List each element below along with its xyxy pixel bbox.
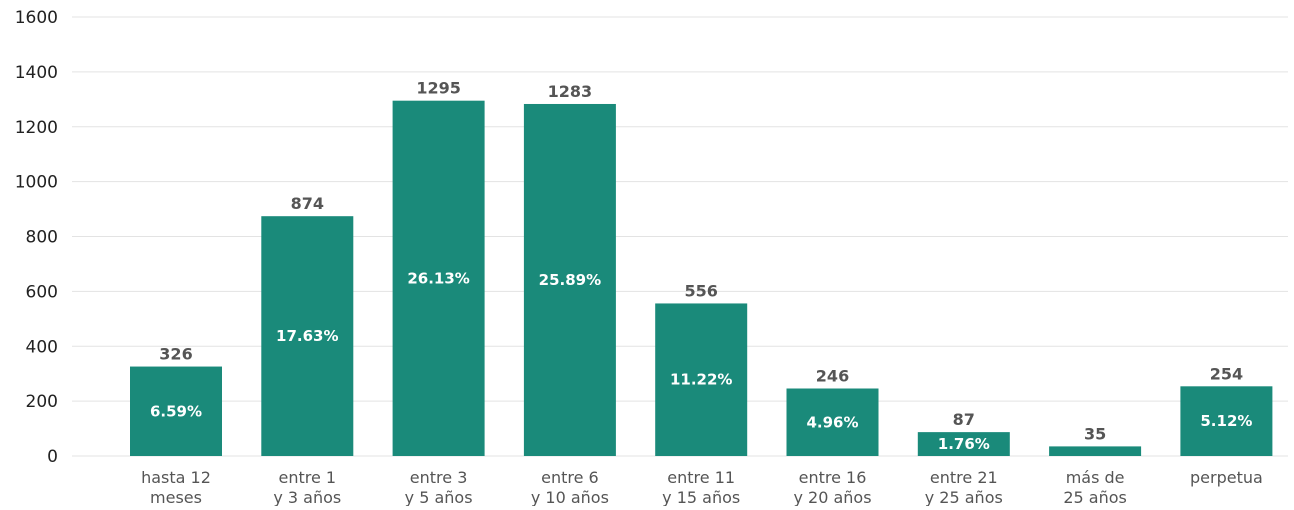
x-tick-label-line: perpetua	[1190, 468, 1263, 487]
bar-value-label: 35	[1084, 424, 1106, 443]
y-axis-ticks: 0 200 400 600 800 1000 1200 1400 1600	[15, 8, 58, 467]
bar-value-label: 87	[953, 410, 975, 429]
x-tick-label-line: entre 16	[799, 468, 867, 487]
x-tick-label-line: hasta 12	[141, 468, 211, 487]
bar-percent-label: 5.12%	[1200, 412, 1252, 430]
x-tick-label: entre 6y 10 años	[531, 468, 609, 507]
y-tick-label: 1200	[15, 118, 58, 138]
x-tick-label: entre 21y 25 años	[925, 468, 1003, 507]
bar-percent-label: 17.63%	[276, 327, 338, 345]
bar	[655, 303, 748, 456]
bar-percent-label: 25.89%	[539, 271, 601, 289]
y-tick-label: 0	[47, 447, 58, 467]
x-tick-label-line: y 20 años	[793, 488, 871, 506]
x-tick-label-line: y 10 años	[531, 488, 609, 506]
y-tick-label: 200	[26, 392, 58, 412]
bar-value-label: 246	[816, 367, 849, 386]
x-tick-label-line: y 15 años	[662, 488, 740, 506]
bar-value-label: 1295	[416, 79, 461, 98]
x-tick-label-line: y 5 años	[405, 488, 473, 506]
bar-percent-label: 26.13%	[407, 269, 469, 287]
x-tick-label: perpetua	[1190, 468, 1263, 487]
bar-value-label: 556	[684, 281, 717, 300]
bar-value-label: 326	[159, 345, 192, 364]
bar	[1180, 386, 1273, 456]
bar	[130, 366, 222, 456]
x-tick-label-line: entre 11	[667, 468, 735, 487]
bar-value-label: 874	[291, 194, 324, 213]
x-tick-label: entre 11y 15 años	[662, 468, 740, 507]
x-tick-label: entre 3y 5 años	[405, 468, 473, 507]
x-tick-label-line: entre 21	[930, 468, 998, 487]
bar-percent-label: 1.76%	[938, 435, 990, 453]
data-labels: 326 6.59% 874 17.63% 1295 26.13% 1283 25.89% 556…	[150, 79, 1252, 453]
x-tick-label-line: y 25 años	[925, 488, 1003, 506]
y-tick-label: 600	[26, 282, 58, 302]
x-tick-label: entre 1y 3 años	[273, 468, 341, 507]
x-tick-label-line: más de	[1066, 468, 1125, 487]
bar	[1049, 446, 1142, 456]
x-tick-label-line: entre 1	[279, 468, 337, 487]
y-tick-label: 1600	[15, 8, 58, 28]
bar-value-label: 1283	[548, 82, 593, 101]
bar	[523, 103, 616, 457]
x-tick-label-line: meses	[150, 488, 202, 506]
x-tick-label-line: y 3 años	[273, 488, 341, 506]
bar	[392, 100, 485, 456]
x-tick-label-line: entre 6	[541, 468, 599, 487]
y-tick-label: 1000	[15, 173, 58, 193]
x-tick-label: entre 16y 20 años	[793, 468, 871, 507]
y-tick-label: 800	[26, 228, 58, 248]
y-tick-label: 1400	[15, 63, 58, 83]
bar	[917, 432, 1010, 456]
y-tick-label: 400	[26, 337, 58, 357]
bar	[786, 388, 879, 456]
x-tick-label-line: 25 años	[1063, 488, 1127, 506]
bar	[261, 216, 354, 456]
bar-percent-label: 11.22%	[670, 371, 732, 389]
bars	[130, 100, 1273, 457]
bar-percent-label: 4.96%	[806, 413, 858, 431]
x-tick-label-line: entre 3	[410, 468, 468, 487]
bar-value-label: 254	[1210, 364, 1243, 383]
bar-percent-label: 6.59%	[150, 402, 202, 420]
